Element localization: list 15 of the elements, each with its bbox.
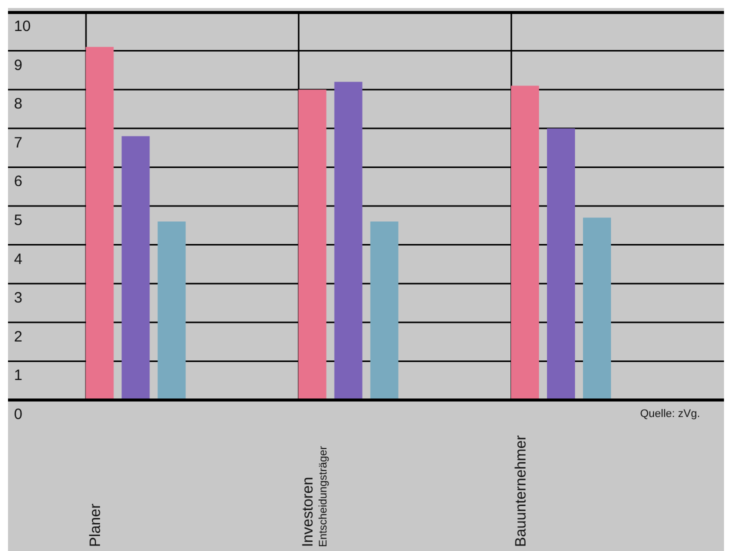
x-tick-label: Bauunternehmer <box>512 435 530 547</box>
x-tick-label: Planer <box>87 504 104 547</box>
x-tick-label: Investoren Entscheidungsträger <box>300 446 330 547</box>
y-tick-label: 5 <box>14 212 22 229</box>
y-tick-label: 2 <box>14 328 22 346</box>
source-note: Quelle: zVg. <box>640 408 700 420</box>
y-tick-label: 3 <box>14 290 22 307</box>
y-tick-label: 4 <box>14 250 22 268</box>
y-tick-label: 8 <box>14 96 22 113</box>
y-tick-label: 7 <box>14 134 22 152</box>
y-tick-label: 0 <box>14 406 22 423</box>
y-tick-label: 6 <box>14 173 22 190</box>
y-tick-label: 1 <box>14 367 22 384</box>
y-tick-label: 10 <box>14 18 31 35</box>
y-tick-label: 9 <box>14 56 22 74</box>
